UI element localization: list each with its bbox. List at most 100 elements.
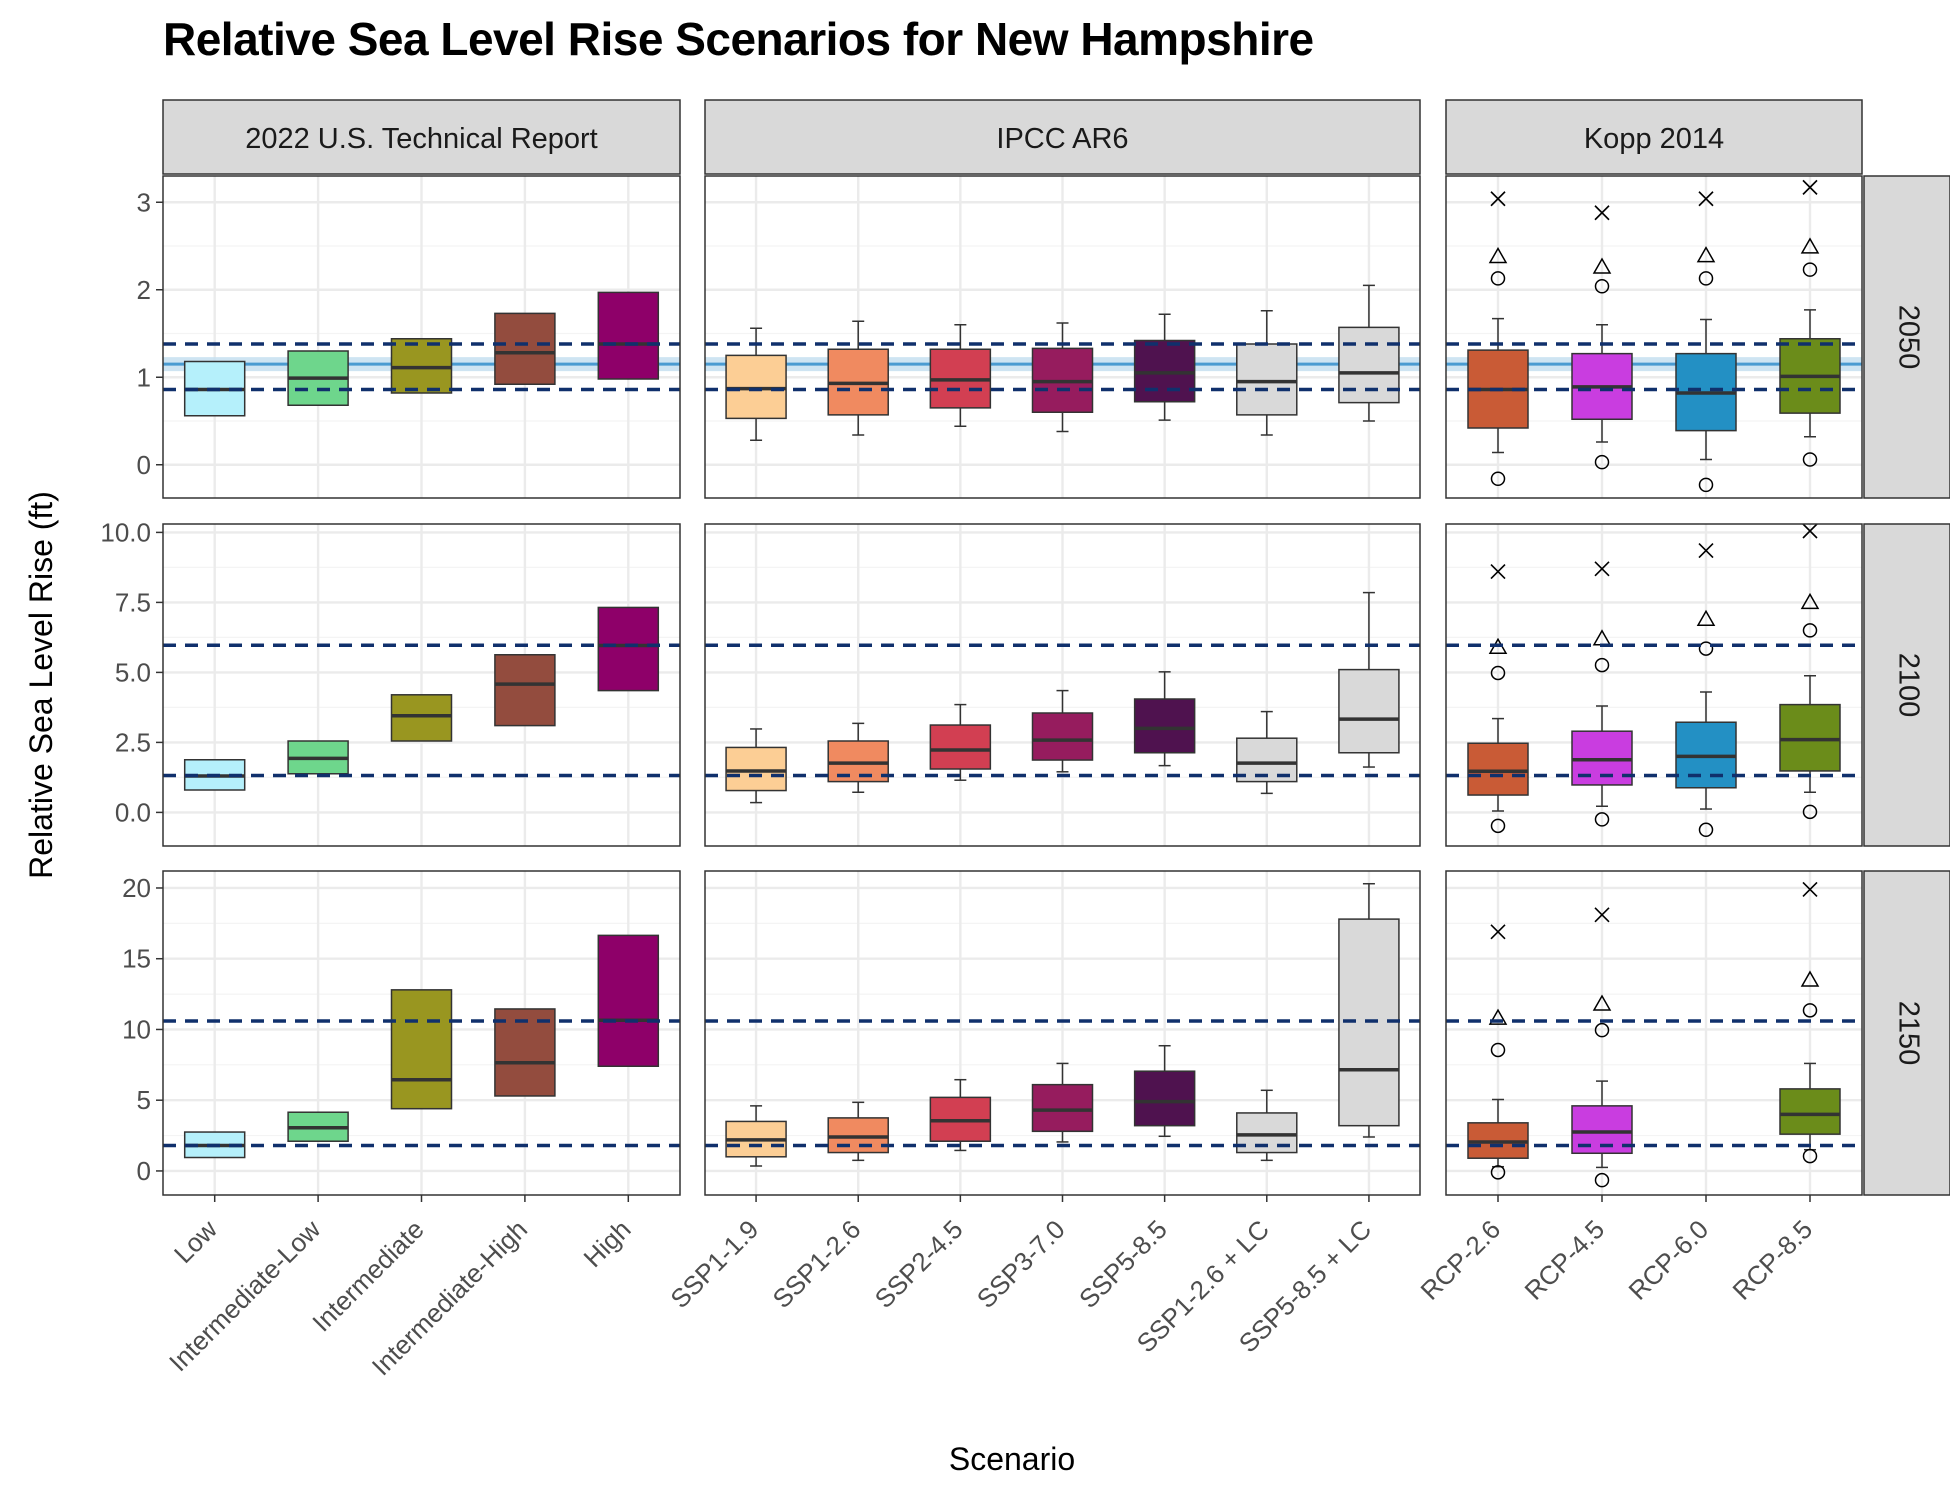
column-strip [704,99,1421,175]
outlier-circle-low [1802,452,1818,467]
outlier-triangle [1488,246,1508,264]
outlier-cross [1594,907,1610,923]
x-axis-title: Scenario [949,1441,1075,1477]
outlier-circle-high [1802,1003,1818,1018]
panel-border [1445,523,1863,847]
outlier-circle-high [1594,279,1610,294]
outlier-circle-high [1490,1042,1506,1058]
box-SSP5-8.5 + LC [1338,326,1400,404]
y-tick-label: 5 [137,1085,151,1115]
x-tick-label: High [578,1214,637,1273]
panel-border [162,175,681,499]
x-tick-label: SSP3-7.0 [971,1214,1071,1314]
x-tick-label: SSP1-1.9 [664,1214,764,1314]
outlier-cross [1802,523,1818,539]
box-SSP1-1.9 [725,746,787,792]
column-strip [162,99,681,175]
y-tick-label: 0 [137,1156,151,1186]
outlier-circle-low [1490,818,1506,834]
outlier-circle-high [1698,641,1714,656]
box-High [597,291,660,380]
row-strip-label: 2100 [1892,653,1924,718]
box-RCP-2.6 [1467,742,1529,796]
outlier-circle-high [1594,657,1610,673]
y-tick-label: 7.5 [115,587,151,617]
y-tick-label: 0.0 [115,797,151,827]
panel-border [704,175,1421,499]
chart-title: Relative Sea Level Rise Scenarios for Ne… [163,13,1314,65]
row-strip [1863,523,1950,847]
y-tick-label: 5.0 [115,657,151,687]
box-High [597,934,660,1067]
outlier-cross [1490,924,1506,940]
column-strip-label: Kopp 2014 [1584,123,1724,155]
box-SSP1-2.6 [827,1117,889,1154]
box-SSP5-8.5 [1133,1070,1196,1127]
x-tick-label: Low [168,1214,223,1269]
box-Intermediate-High [494,312,556,385]
outlier-circle-high [1802,262,1818,277]
column-strip-label: 2022 U.S. Technical Report [245,123,598,155]
outlier-triangle [1488,1008,1508,1025]
box-High [597,606,660,692]
outlier-circle-low [1698,822,1714,838]
x-tick-label: RCP-2.6 [1415,1214,1507,1306]
box-RCP-8.5 [1779,703,1841,772]
panel-border [1445,870,1863,1196]
outlier-circle-low [1802,804,1818,820]
y-tick-label: 0 [137,450,151,480]
y-tick-label: 15 [122,944,151,974]
outlier-triangle [1696,246,1716,263]
y-tick-label: 10.0 [100,517,151,547]
box-SSP3-7.0 [1031,712,1094,761]
panel-border [1445,175,1863,499]
box-SSP2-4.5 [929,724,992,770]
outlier-circle-high [1594,1022,1610,1038]
box-Intermediate-High [494,1008,556,1097]
outlier-triangle [1800,592,1820,610]
x-tick-label: RCP-6.0 [1623,1214,1715,1306]
outlier-cross [1698,543,1714,559]
outlier-cross [1490,191,1506,207]
outlier-triangle [1592,257,1612,274]
y-tick-label: 3 [137,187,151,217]
outlier-circle-low [1802,1148,1818,1164]
row-strip [1863,870,1950,1196]
outlier-cross [1594,561,1610,577]
outlier-cross [1698,191,1714,207]
outlier-cross [1802,179,1818,195]
box-Intermediate [390,694,453,742]
y-tick-label: 10 [122,1014,151,1044]
outlier-triangle [1800,237,1820,254]
column-strip-label: IPCC AR6 [996,123,1128,155]
outlier-circle-high [1802,623,1818,638]
y-tick-label: 2.5 [115,727,151,757]
row-strip [1863,175,1950,499]
outlier-circle-low [1594,1172,1610,1188]
outlier-triangle [1800,970,1820,987]
x-tick-label: SSP5-8.5 [1073,1214,1173,1314]
outlier-triangle [1696,609,1716,626]
row-strip-label: 2150 [1892,1001,1924,1066]
box-RCP-8.5 [1779,1088,1841,1135]
panel-border [162,523,681,847]
box-SSP3-7.0 [1031,1083,1094,1133]
box-Intermediate [390,989,453,1110]
x-tick-label: SSP1-2.6 [767,1214,867,1314]
box-SSP1-2.6 + LC [1236,343,1298,416]
y-tick-label: 1 [137,362,151,392]
outlier-circle-high [1698,271,1714,286]
box-Intermediate-High [494,654,556,727]
column-strip [1445,99,1863,175]
outlier-circle-low [1490,471,1506,486]
outlier-triangle [1592,994,1612,1011]
outlier-cross [1490,564,1506,580]
box-SSP5-8.5 + LC [1338,668,1400,754]
outlier-circle-low [1490,1165,1506,1180]
outlier-circle-low [1594,454,1610,470]
outlier-cross [1594,205,1610,221]
panel-border [704,523,1421,847]
row-strip-label: 2050 [1892,305,1924,370]
y-tick-label: 2 [137,275,151,305]
